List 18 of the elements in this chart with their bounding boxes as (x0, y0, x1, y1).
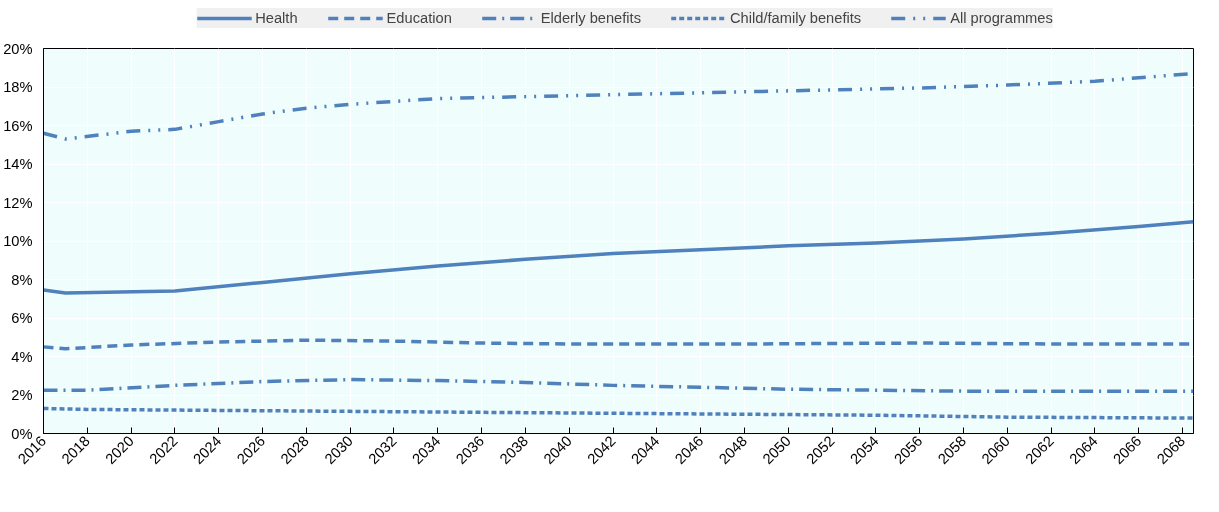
y-tick-label: 8% (11, 271, 33, 288)
y-tick-label: 6% (11, 310, 33, 326)
line-series (43, 406, 1194, 420)
y-tick-label: 20% (3, 40, 33, 57)
y-tick-label: 18% (3, 79, 33, 95)
legend-label: Education (386, 10, 452, 26)
line-series (43, 220, 1194, 295)
y-tick-label: 16% (3, 117, 33, 134)
y-tick-label: 10% (3, 233, 33, 249)
y-tick-label: 2% (11, 387, 33, 403)
y-tick-label: 4% (11, 348, 33, 365)
legend-label: Health (255, 10, 298, 26)
legend-label: All programmes (950, 10, 1053, 26)
line-series (43, 377, 1194, 393)
y-tick-label: 14% (3, 156, 33, 172)
y-tick-label: 12% (3, 194, 33, 211)
legend-label: Child/family benefits (730, 10, 862, 26)
legend-label: Elderly benefits (540, 10, 641, 26)
